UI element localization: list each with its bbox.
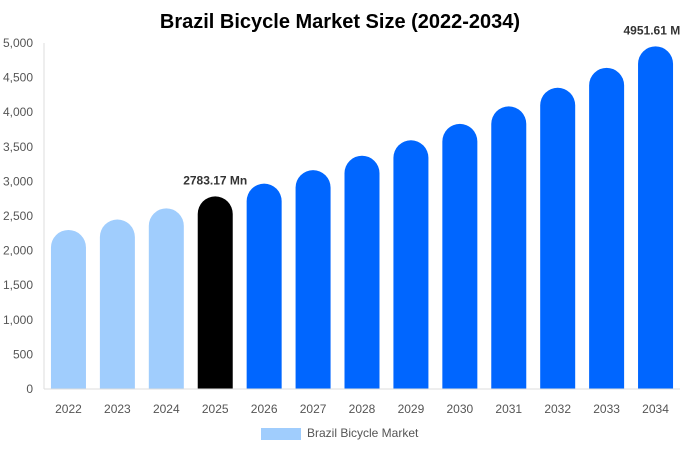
x-tick-label: 2027 — [300, 402, 327, 416]
x-tick-label: 2023 — [104, 402, 131, 416]
y-axis: 0 500 1,000 1,500 2,000 2,500 3,000 3,500 4,000 4… — [3, 36, 45, 396]
bars: 2783.17 Mn 4951.61 Mn — [50, 23, 680, 390]
bar-2026[interactable] — [246, 183, 282, 389]
y-tick-label: 4,500 — [3, 71, 33, 85]
bar-2032[interactable] — [540, 87, 576, 389]
legend[interactable]: Brazil Bicycle Market — [261, 426, 419, 440]
data-label-2025: 2783.17 Mn — [183, 173, 247, 187]
x-tick-label: 2022 — [55, 402, 82, 416]
bar-2034[interactable] — [638, 46, 674, 390]
y-tick-label: 3,000 — [3, 174, 33, 188]
bar-2029[interactable] — [393, 140, 429, 389]
x-tick-label: 2028 — [349, 402, 376, 416]
x-tick-label: 2030 — [446, 402, 473, 416]
x-tick-label: 2034 — [642, 402, 669, 416]
x-tick-label: 2031 — [495, 402, 522, 416]
y-tick-label: 5,000 — [3, 36, 33, 50]
bar-2023[interactable] — [99, 219, 135, 389]
data-label-2034: 4951.61 Mn — [624, 23, 680, 37]
y-tick-label: 1,500 — [3, 278, 33, 292]
bar-2024[interactable] — [148, 208, 184, 389]
bar-2025[interactable] — [197, 196, 233, 389]
y-tick-label: 2,000 — [3, 244, 33, 258]
bar-2022[interactable] — [50, 229, 86, 389]
y-tick-label: 1,000 — [3, 313, 33, 327]
bar-2030[interactable] — [442, 123, 478, 389]
y-tick-label: 4,000 — [3, 105, 33, 119]
bar-2033[interactable] — [589, 67, 625, 389]
bar-2027[interactable] — [295, 170, 331, 389]
x-tick-label: 2033 — [593, 402, 620, 416]
x-tick-label: 2026 — [251, 402, 278, 416]
y-tick-label: 0 — [26, 382, 33, 396]
x-axis: 2022 2023 2024 2025 2026 2027 2028 2029 2030 2031… — [44, 388, 680, 416]
x-tick-label: 2029 — [398, 402, 425, 416]
y-tick-label: 3,500 — [3, 140, 33, 154]
y-tick-label: 2,500 — [3, 209, 33, 223]
bar-2031[interactable] — [491, 106, 527, 389]
x-tick-label: 2032 — [544, 402, 571, 416]
y-tick-label: 500 — [13, 347, 33, 361]
legend-swatch — [261, 428, 301, 440]
x-tick-label: 2025 — [202, 402, 229, 416]
legend-label: Brazil Bicycle Market — [307, 426, 419, 440]
x-tick-label: 2024 — [153, 402, 180, 416]
chart-title: Brazil Bicycle Market Size (2022-2034) — [160, 11, 520, 33]
bar-2028[interactable] — [344, 155, 380, 389]
